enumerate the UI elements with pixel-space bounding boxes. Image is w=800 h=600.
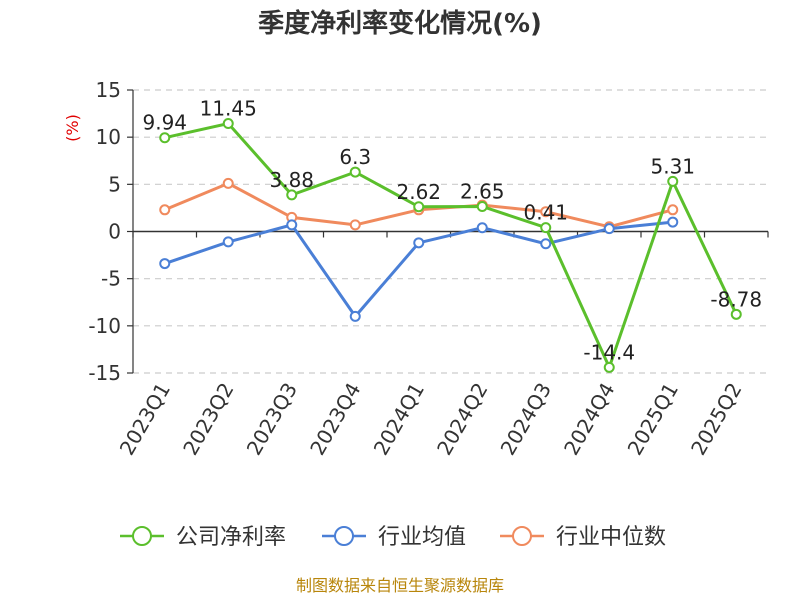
- legend-marker: [512, 526, 532, 546]
- series-0: [159, 117, 742, 373]
- chart-title: 季度净利率变化情况(%): [258, 8, 542, 39]
- data-point: [222, 236, 234, 248]
- y-tick-label: 15: [96, 78, 121, 102]
- series-line: [164, 220, 673, 319]
- data-label: 9.94: [142, 111, 187, 135]
- data-point: [667, 204, 679, 216]
- legend-label: 行业中位数: [556, 525, 666, 550]
- x-tick-label: 2025Q1: [623, 379, 683, 460]
- data-point: [413, 237, 425, 249]
- data-label: 2.65: [460, 180, 505, 204]
- data-point: [286, 189, 298, 201]
- y-axis-unit: (%): [63, 114, 82, 142]
- y-tick-label: 10: [96, 125, 121, 149]
- x-tick-label: 2023Q4: [305, 379, 365, 460]
- data-point: [159, 132, 171, 144]
- data-point: [476, 222, 488, 234]
- y-tick-label: -15: [88, 361, 121, 385]
- data-point: [159, 204, 171, 216]
- legend: 公司净利率 行业均值 行业中位数: [120, 525, 666, 550]
- series-line: [164, 121, 738, 372]
- data-label: 0.41: [523, 201, 568, 225]
- data-label: -14.4: [583, 340, 635, 364]
- data-label: 5.31: [650, 154, 695, 178]
- data-point: [540, 206, 552, 218]
- x-tick-label: 2025Q2: [686, 379, 746, 460]
- data-point: [413, 201, 425, 213]
- legend-item-2: 行业中位数: [500, 525, 666, 550]
- y-tick-label: -5: [101, 267, 121, 291]
- legend-label: 公司净利率: [176, 525, 286, 550]
- data-label: 6.3: [339, 145, 371, 169]
- data-point: [603, 361, 615, 373]
- data-point: [730, 308, 742, 320]
- legend-marker: [334, 526, 354, 546]
- data-point: [476, 201, 488, 213]
- grid: [133, 89, 768, 374]
- data-point: [349, 219, 361, 231]
- data-label: -8.78: [710, 287, 762, 311]
- x-tick-label: 2023Q2: [178, 379, 238, 460]
- legend-item-0: 公司净利率: [120, 525, 286, 550]
- data-point: [159, 258, 171, 270]
- data-point: [349, 310, 361, 322]
- data-point: [667, 216, 679, 228]
- legend-label: 行业均值: [378, 525, 466, 550]
- data-label: 2.62: [396, 180, 441, 204]
- x-tick-label: 2024Q2: [432, 379, 492, 460]
- x-tick-label: 2024Q3: [496, 379, 556, 460]
- x-tick-label: 2023Q1: [115, 379, 175, 460]
- series: [159, 117, 742, 373]
- data-point: [349, 166, 361, 178]
- data-labels: 9.94 11.45 3.88 6.3 2.62 2.65 0.41 -14.4 5.31 -8.…: [142, 96, 762, 364]
- y-tick-label: -10: [88, 314, 121, 338]
- data-point: [540, 222, 552, 234]
- legend-item-1: 行业均值: [322, 525, 466, 550]
- data-point: [222, 177, 234, 189]
- legend-marker: [132, 526, 152, 546]
- data-label: 3.88: [269, 168, 314, 192]
- data-point: [286, 219, 298, 231]
- y-tick-label: 5: [108, 172, 121, 196]
- footer-source: 制图数据来自恒生聚源数据库: [296, 576, 504, 595]
- data-point: [667, 175, 679, 187]
- data-point: [603, 223, 615, 235]
- data-label: 11.45: [200, 96, 257, 120]
- series-1: [159, 216, 679, 322]
- data-point: [222, 117, 234, 129]
- x-tick-label: 2024Q1: [369, 379, 429, 460]
- data-point: [540, 238, 552, 250]
- x-tick-label: 2023Q3: [242, 379, 302, 460]
- y-tick-label: 0: [108, 220, 121, 244]
- x-tick-label: 2024Q4: [559, 379, 619, 460]
